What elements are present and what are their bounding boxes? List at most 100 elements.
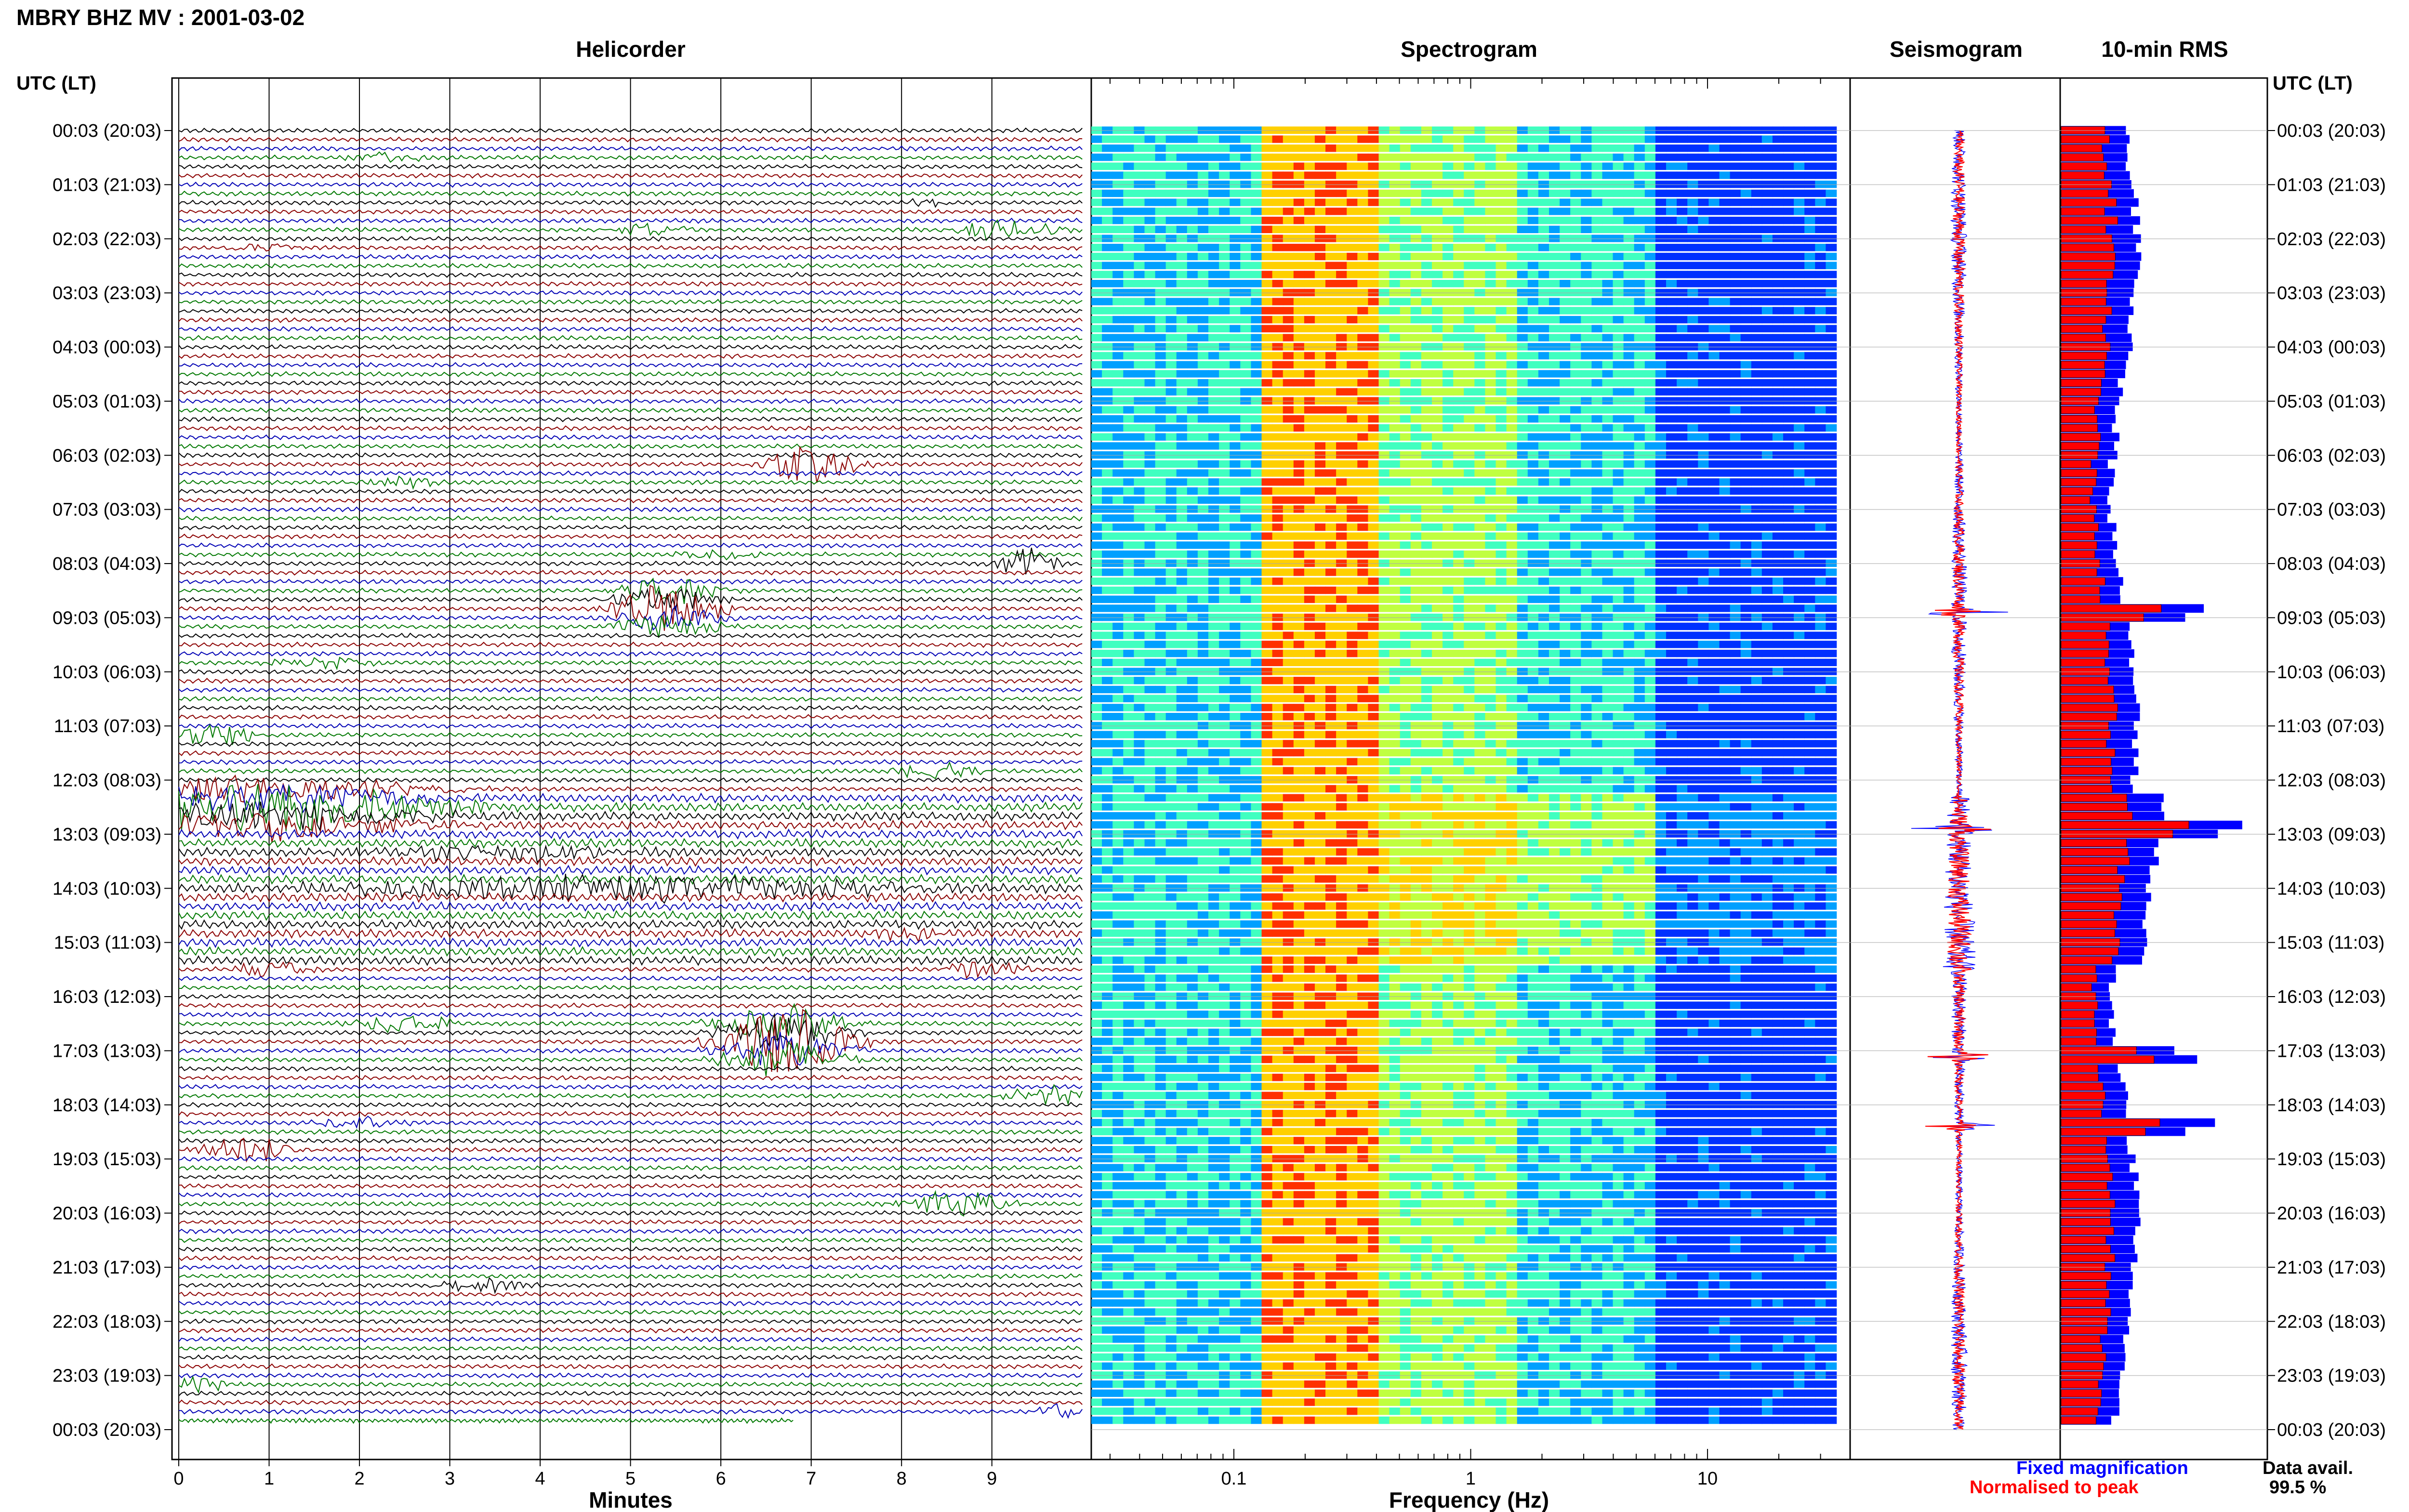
spectrogram-cell	[1677, 631, 1688, 639]
spectrogram-cell	[1549, 379, 1560, 387]
spectrogram-cell	[1496, 198, 1507, 206]
spectrogram-cell	[1219, 622, 1230, 631]
spectrogram-cell	[1804, 631, 1816, 639]
helicorder-trace	[178, 761, 1083, 779]
spectrogram-cell	[1155, 568, 1166, 576]
spectrogram-cell	[1421, 262, 1432, 269]
spectrogram-cell	[1623, 568, 1635, 576]
helicorder-trace	[178, 919, 1083, 930]
spectrogram-cell	[1240, 189, 1252, 197]
helicorder-trace	[178, 813, 1083, 842]
spectrogram-cell	[1506, 388, 1518, 396]
spectrogram-cell	[1613, 550, 1624, 558]
spectrogram-cell	[1283, 613, 1294, 621]
spectrogram-cell	[1230, 487, 1241, 495]
spectrogram-cell	[1644, 415, 1656, 423]
spectrogram-cell	[1549, 406, 1560, 414]
spectrogram-cell	[1826, 252, 1837, 261]
spectrogram-cell	[1804, 658, 1816, 666]
spectrogram-cell	[1410, 424, 1422, 432]
spectrogram-cell	[1698, 541, 1709, 549]
spectrogram-cell	[1730, 541, 1741, 549]
spectrogram-cell	[1804, 280, 1816, 288]
spectrogram-cell	[1091, 225, 1102, 233]
spectrogram-cell	[1293, 189, 1305, 197]
spectrogram-cell	[1165, 397, 1177, 405]
spectrogram-cell	[1666, 171, 1677, 179]
spectrogram-cell	[1208, 713, 1219, 721]
spectrogram-cell	[1368, 325, 1379, 332]
spectrogram-cell	[1389, 695, 1401, 702]
spectrogram-cell	[1730, 225, 1741, 233]
spectrogram-cell	[1283, 180, 1294, 188]
spectrogram-cell	[1474, 397, 1486, 405]
spectrogram-cell	[1634, 316, 1645, 324]
spectrogram-cell	[1783, 280, 1794, 288]
spectrogram-cell	[1368, 550, 1379, 558]
spectrogram-cell	[1815, 677, 1827, 684]
spectrogram-cell	[1368, 677, 1379, 684]
spectrogram-cell	[1570, 613, 1582, 621]
spectrogram-cell	[1283, 658, 1294, 666]
spectrogram-cell	[1197, 568, 1209, 576]
spectrogram-cell	[1155, 252, 1166, 261]
spectrogram-cell	[1091, 334, 1102, 342]
spectrogram-cell	[1410, 198, 1422, 206]
spectrogram-cell	[1144, 135, 1156, 143]
spectrogram-cell	[1570, 145, 1582, 152]
spectrogram-cell	[1815, 541, 1827, 549]
spectrogram-cell	[1219, 153, 1230, 161]
spectrogram-cell	[1677, 271, 1688, 278]
spectrogram-cell	[1783, 397, 1794, 405]
spectrogram-cell	[1634, 198, 1645, 206]
spectrogram-cell	[1602, 613, 1614, 621]
spectrogram-cell	[1783, 487, 1794, 495]
spectrogram-cell	[1368, 469, 1379, 477]
spectrogram-cell	[1112, 135, 1124, 143]
spectrogram-cell	[1687, 695, 1699, 702]
spectrogram-cell	[1091, 578, 1102, 585]
spectrogram-cell	[1453, 171, 1465, 179]
spectrogram-cell	[1389, 171, 1401, 179]
spectrogram-cell	[1560, 162, 1571, 170]
spectrogram-cell	[1240, 198, 1252, 206]
spectrogram-cell	[1485, 162, 1496, 170]
spectrogram-cell	[1091, 198, 1102, 206]
spectrogram-cell	[1144, 541, 1156, 549]
spectrogram-cell	[1378, 370, 1390, 378]
spectrogram-cell	[1496, 442, 1507, 450]
spectrogram-cell	[1144, 379, 1156, 387]
spectrogram-cell	[1219, 162, 1230, 170]
spectrogram-cell	[1219, 649, 1230, 657]
spectrogram-cell	[1112, 631, 1124, 639]
spectrogram-cell	[1421, 442, 1432, 450]
spectrogram-cell	[1464, 244, 1475, 251]
spectrogram-cell	[1527, 613, 1539, 621]
spectrogram-cell	[1581, 685, 1592, 694]
spectrogram-cell	[1826, 658, 1837, 666]
spectrogram-cell	[1176, 334, 1188, 342]
spectrogram-cell	[1432, 523, 1443, 531]
spectrogram-cell	[1240, 442, 1252, 450]
spectrogram-cell	[1496, 252, 1507, 261]
spectrogram-cell	[1091, 605, 1102, 612]
spectrogram-cell	[1165, 523, 1177, 531]
spectrogram-cell	[1197, 442, 1209, 450]
spectrogram-cell	[1549, 523, 1560, 531]
spectrogram-cell	[1378, 622, 1390, 631]
spectrogram-cell	[1272, 145, 1284, 152]
spectrogram-cell	[1165, 631, 1177, 639]
spectrogram-cell	[1197, 145, 1209, 152]
spectrogram-cell	[1357, 568, 1369, 576]
spectrogram-cell	[1485, 578, 1496, 585]
spectrogram-cell	[1719, 704, 1731, 711]
spectrogram-cell	[1591, 171, 1603, 179]
spectrogram-cell	[1155, 271, 1166, 278]
spectrogram-cell	[1655, 433, 1667, 441]
spectrogram-cell	[1155, 262, 1166, 269]
spectrogram-cell	[1464, 514, 1475, 522]
spectrogram-cell	[1102, 244, 1113, 251]
spectrogram-cell	[1826, 685, 1837, 694]
spectrogram-cell	[1378, 478, 1390, 486]
